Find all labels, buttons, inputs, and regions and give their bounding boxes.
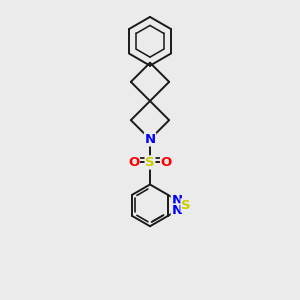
Text: S: S	[181, 199, 190, 212]
Text: N: N	[171, 204, 182, 217]
Text: N: N	[171, 194, 182, 207]
Text: O: O	[128, 156, 140, 169]
Text: N: N	[144, 133, 156, 146]
Text: S: S	[145, 156, 155, 169]
Text: O: O	[160, 156, 172, 169]
